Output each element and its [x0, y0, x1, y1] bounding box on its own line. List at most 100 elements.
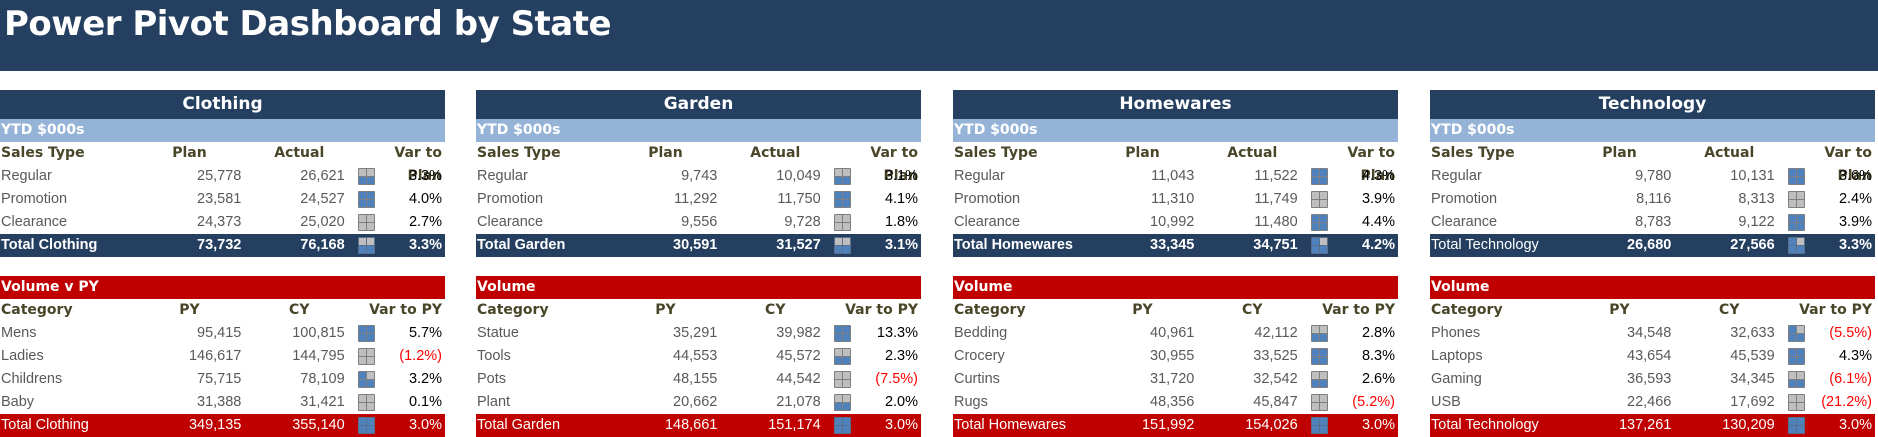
- volume-header-row: Category PY CY Var to PY: [0, 299, 445, 322]
- value-1: 10,992: [1150, 214, 1195, 230]
- col-header-var-to-py: Var to PY: [369, 302, 442, 318]
- value-2: 31,527: [776, 237, 821, 253]
- value-1: 11,043: [1151, 168, 1195, 184]
- ytd-label: YTD $000s: [953, 119, 1398, 142]
- indicator: [1298, 322, 1342, 345]
- sales-row: Promotion 11,292 11,750 4.1%: [476, 188, 921, 211]
- col-header-var-to-py: Var to PY: [1322, 302, 1395, 318]
- value-2: 9,728: [784, 214, 821, 230]
- indicator: [1775, 368, 1819, 391]
- value-2: 144,795: [292, 348, 345, 364]
- variance: (5.2%): [1352, 394, 1395, 410]
- value-2: 11,480: [1254, 214, 1298, 230]
- quarters-rating-icon: [834, 371, 851, 388]
- row-label: Childrens: [1, 371, 63, 387]
- col-header-cy: CY: [289, 302, 310, 318]
- indicator: [821, 322, 865, 345]
- row-label: Baby: [1, 394, 35, 410]
- row-label: Clearance: [1431, 214, 1498, 230]
- row-label: Regular: [1, 168, 52, 184]
- variance: 3.3%: [408, 168, 442, 184]
- variance: 4.4%: [1361, 214, 1395, 230]
- indicator: [345, 234, 389, 257]
- row-label: Promotion: [1, 191, 68, 207]
- volume-total-row: Total Clothing 349,135 355,140 3.0%: [0, 414, 445, 437]
- volume-row: Ladies 146,617 144,795 (1.2%): [0, 345, 445, 368]
- indicator: [1298, 165, 1342, 188]
- row-label: Ladies: [1, 348, 44, 364]
- quarters-rating-icon: [1311, 417, 1328, 434]
- col-header-var-to-plan: Var to Plan: [1824, 145, 1872, 184]
- quarters-rating-icon: [358, 348, 375, 365]
- volume-row: Baby 31,388 31,421 0.1%: [0, 391, 445, 414]
- indicator: [345, 414, 389, 437]
- value-2: 31,421: [300, 394, 345, 410]
- row-label: Total Technology: [1431, 237, 1539, 253]
- value-1: 40,961: [1150, 325, 1195, 341]
- volume-header-row: Category PY CY Var to PY: [1430, 299, 1875, 322]
- col-header-var-to-plan: Var to Plan: [394, 145, 442, 184]
- variance: 2.0%: [884, 394, 918, 410]
- variance: 3.0%: [1361, 417, 1395, 433]
- row-label: Regular: [1431, 168, 1482, 184]
- col-header-py: PY: [1132, 302, 1153, 318]
- col-header-sales-type: Sales Type: [477, 145, 561, 161]
- sales-row: Regular 9,780 10,131 3.6%: [1430, 165, 1875, 188]
- row-label: Promotion: [954, 191, 1021, 207]
- value-2: 8,313: [1738, 191, 1775, 207]
- indicator: [1775, 322, 1819, 345]
- value-2: 45,539: [1730, 348, 1775, 364]
- value-1: 151,992: [1141, 417, 1195, 433]
- indicator: [821, 414, 865, 437]
- value-1: 26,680: [1627, 237, 1672, 253]
- col-header-plan: Plan: [648, 145, 683, 161]
- value-1: 48,155: [673, 371, 718, 387]
- col-header-cy: CY: [1242, 302, 1263, 318]
- value-1: 30,955: [1150, 348, 1195, 364]
- value-1: 9,743: [681, 168, 718, 184]
- quarters-rating-icon: [834, 191, 851, 208]
- value-1: 24,373: [197, 214, 242, 230]
- col-header-actual: Actual: [1704, 145, 1755, 161]
- row-label: Total Homewares: [954, 417, 1067, 433]
- row-label: Pots: [477, 371, 507, 387]
- variance: 4.1%: [884, 191, 918, 207]
- quarters-rating-icon: [1311, 168, 1328, 185]
- col-header-cy: CY: [1719, 302, 1740, 318]
- quarters-rating-icon: [834, 348, 851, 365]
- indicator: [1298, 345, 1342, 368]
- indicator: [1775, 211, 1819, 234]
- value-1: 9,780: [1635, 168, 1672, 184]
- volume-row: Mens 95,415 100,815 5.7%: [0, 322, 445, 345]
- variance: 3.6%: [1838, 168, 1872, 184]
- value-1: 22,466: [1627, 394, 1672, 410]
- value-2: 10,049: [776, 168, 821, 184]
- quarters-rating-icon: [834, 168, 851, 185]
- volume-row: Childrens 75,715 78,109 3.2%: [0, 368, 445, 391]
- indicator: [1298, 414, 1342, 437]
- volume-row: Curtins 31,720 32,542 2.6%: [953, 368, 1398, 391]
- value-2: 76,168: [300, 237, 345, 253]
- volume-row: Tools 44,553 45,572 2.3%: [476, 345, 921, 368]
- indicator: [821, 165, 865, 188]
- sales-row: Clearance 8,783 9,122 3.9%: [1430, 211, 1875, 234]
- category-title: Homewares: [953, 90, 1398, 119]
- volume-rows: Phones 34,548 32,633 (5.5%) Laptops 43,654 45,…: [1430, 322, 1875, 414]
- variance: 3.1%: [884, 168, 918, 184]
- variance: 8.3%: [1361, 348, 1395, 364]
- col-header-py: PY: [179, 302, 200, 318]
- category-title: Technology: [1430, 90, 1875, 119]
- indicator: [1298, 391, 1342, 414]
- variance: 2.8%: [1361, 325, 1395, 341]
- quarters-rating-icon: [358, 394, 375, 411]
- indicator: [821, 211, 865, 234]
- volume-row: USB 22,466 17,692 (21.2%): [1430, 391, 1875, 414]
- volume-total-row: Total Homewares 151,992 154,026 3.0%: [953, 414, 1398, 437]
- value-1: 34,548: [1627, 325, 1672, 341]
- row-label: USB: [1431, 394, 1461, 410]
- value-1: 33,345: [1150, 237, 1195, 253]
- sales-total-row: Total Garden 30,591 31,527 3.1%: [476, 234, 921, 257]
- quarters-rating-icon: [1311, 394, 1328, 411]
- variance: (5.5%): [1829, 325, 1872, 341]
- sales-row: Regular 25,778 26,621 3.3%: [0, 165, 445, 188]
